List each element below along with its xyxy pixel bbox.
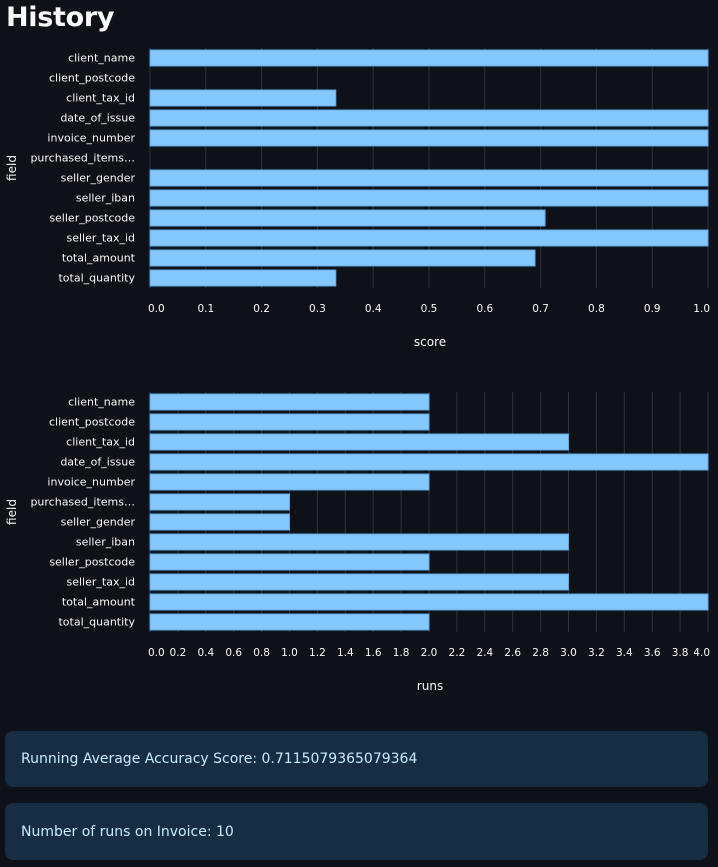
- runs-tick-label: 2.2: [449, 647, 466, 659]
- score-tick-label: 0.1: [197, 303, 214, 315]
- runs-x-axis-title: runs: [417, 679, 443, 693]
- runs-category-label: purchased_items…: [30, 496, 135, 509]
- runs-bar-chart: client_name client_postcode client_tax_idd…: [5, 392, 710, 693]
- score-y-axis-title: field: [5, 155, 19, 181]
- runs-bar-date-of-issue[interactable]: [149, 453, 709, 471]
- score-tick-label: 0.0: [148, 303, 165, 315]
- runs-bar-total-quantity[interactable]: [149, 613, 430, 631]
- score-category-label: total_amount: [62, 252, 136, 265]
- score-category-label: client_name: [68, 52, 135, 65]
- runs-tick-label: 1.8: [393, 647, 410, 659]
- runs-tick-label: 0.4: [197, 647, 214, 659]
- runs-category-label: client_tax_id: [66, 436, 135, 449]
- score-bar-date-of-issue[interactable]: [149, 109, 709, 127]
- score-tick-labels: 0.0 0.1 0.2 0.3 0.4 0.5 0.6 0.7 0.8 0.9 1.0: [148, 303, 710, 315]
- score-bar-client-tax-id[interactable]: [149, 89, 337, 107]
- average-score-alert: Running Average Accuracy Score: 0.711507…: [5, 731, 708, 787]
- score-category-label: client_tax_id: [66, 92, 135, 105]
- score-bar-seller-iban[interactable]: [149, 189, 709, 207]
- runs-tick-label: 3.6: [644, 647, 661, 659]
- runs-bar-client-postcode[interactable]: [149, 413, 430, 431]
- runs-category-label: total_quantity: [58, 616, 135, 629]
- runs-category-label: total_amount: [62, 596, 136, 609]
- runs-bar-total-amount[interactable]: [149, 593, 709, 611]
- runs-bar-seller-gender[interactable]: [149, 513, 290, 531]
- score-tick-label: 0.6: [476, 303, 493, 315]
- runs-tick-label: 1.6: [365, 647, 382, 659]
- runs-category-label: client_name: [68, 396, 135, 409]
- score-category-label: client_postcode: [49, 72, 135, 85]
- score-category-labels: client_name client_postcode client_tax_idd…: [30, 52, 135, 285]
- runs-tick-label: 2.6: [504, 647, 521, 659]
- runs-tick-labels: 0.0 0.2 0.4 0.6 0.8 1.0 1.2 1.4 1.6 1.8 2.0 2.2 2.4 2…: [148, 647, 710, 659]
- score-bar-invoice-number[interactable]: [149, 129, 709, 147]
- score-category-label: seller_gender: [61, 172, 136, 185]
- score-tick-label: 0.9: [644, 303, 661, 315]
- runs-category-label: seller_postcode: [49, 556, 135, 569]
- score-tick-label: 0.4: [365, 303, 382, 315]
- runs-tick-label: 2.4: [476, 647, 493, 659]
- score-category-label: date_of_issue: [60, 112, 135, 125]
- score-gridlines: [149, 48, 709, 288]
- runs-bars: [149, 393, 709, 631]
- runs-tick-label: 1.0: [281, 647, 298, 659]
- runs-category-label: invoice_number: [47, 476, 135, 489]
- score-tick-label: 0.8: [588, 303, 605, 315]
- score-x-axis-title: score: [414, 335, 446, 349]
- page-title: History: [6, 2, 115, 33]
- score-category-label: purchased_items…: [30, 152, 135, 165]
- score-bar-client-name[interactable]: [149, 49, 709, 67]
- runs-tick-label: 0.6: [225, 647, 242, 659]
- score-category-label: seller_postcode: [49, 212, 135, 225]
- run-count-text: Number of runs on Invoice: 10: [21, 823, 234, 840]
- score-bar-chart: client_name client_postcode client_tax_idd…: [5, 48, 710, 349]
- score-bar-seller-tax-id[interactable]: [149, 229, 709, 247]
- runs-tick-label: 2.0: [421, 647, 438, 659]
- runs-bar-client-tax-id[interactable]: [149, 433, 569, 451]
- runs-tick-label: 3.0: [560, 647, 577, 659]
- score-category-label: total_quantity: [58, 272, 135, 285]
- runs-bar-seller-tax-id[interactable]: [149, 573, 569, 591]
- runs-tick-label: 0.8: [253, 647, 270, 659]
- runs-category-label: seller_iban: [76, 536, 135, 549]
- runs-bar-purchased-items[interactable]: [149, 493, 290, 511]
- runs-y-axis-title: field: [5, 499, 19, 525]
- runs-tick-label: 0.2: [170, 647, 187, 659]
- runs-category-label: date_of_issue: [60, 456, 135, 469]
- runs-bar-seller-postcode[interactable]: [149, 553, 430, 571]
- runs-category-labels: client_name client_postcode client_tax_idd…: [30, 396, 135, 629]
- runs-tick-label: 2.8: [532, 647, 549, 659]
- runs-tick-label: 3.4: [616, 647, 633, 659]
- runs-tick-label: 1.4: [337, 647, 354, 659]
- run-count-alert: Number of runs on Invoice: 10: [5, 803, 708, 860]
- score-bars: [149, 49, 709, 287]
- runs-tick-label: 3.8: [672, 647, 689, 659]
- score-category-label: seller_iban: [76, 192, 135, 205]
- runs-tick-label: 3.2: [588, 647, 605, 659]
- score-tick-label: 1.0: [693, 303, 710, 315]
- runs-tick-label: 1.2: [309, 647, 326, 659]
- runs-tick-label: 0.0: [148, 647, 165, 659]
- runs-category-label: client_postcode: [49, 416, 135, 429]
- runs-tick-label: 4.0: [693, 647, 710, 659]
- runs-bar-invoice-number[interactable]: [149, 473, 430, 491]
- score-tick-label: 0.3: [309, 303, 326, 315]
- runs-category-label: seller_gender: [61, 516, 136, 529]
- score-bar-seller-postcode[interactable]: [149, 209, 546, 227]
- runs-category-label: seller_tax_id: [66, 576, 135, 589]
- score-category-label: invoice_number: [47, 132, 135, 145]
- score-tick-label: 0.7: [532, 303, 549, 315]
- runs-gridlines: [149, 392, 709, 632]
- score-bar-total-amount[interactable]: [149, 249, 536, 267]
- score-category-label: seller_tax_id: [66, 232, 135, 245]
- runs-bar-seller-iban[interactable]: [149, 533, 569, 551]
- score-tick-label: 0.2: [253, 303, 270, 315]
- score-bar-total-quantity[interactable]: [149, 269, 337, 287]
- average-score-text: Running Average Accuracy Score: 0.711507…: [21, 751, 418, 767]
- score-bar-seller-gender[interactable]: [149, 169, 709, 187]
- score-tick-label: 0.5: [421, 303, 438, 315]
- runs-bar-client-name[interactable]: [149, 393, 430, 411]
